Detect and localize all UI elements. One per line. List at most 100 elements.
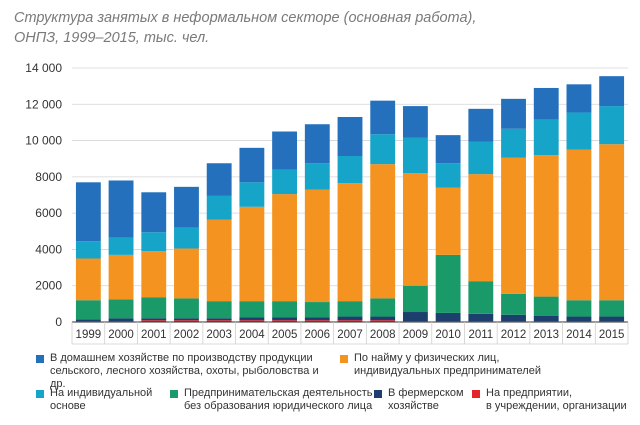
chart-title-line-1: Структура занятых в неформальном секторе… bbox=[14, 10, 477, 26]
bar-segment bbox=[402, 173, 428, 286]
bar-segment bbox=[370, 100, 396, 135]
y-tick-label: 14 000 bbox=[25, 61, 62, 75]
bar-segment bbox=[337, 320, 363, 322]
bar-segment bbox=[304, 163, 330, 190]
bar-segment bbox=[599, 144, 625, 301]
bar-segment bbox=[402, 137, 428, 174]
x-tick-label: 2001 bbox=[141, 329, 167, 341]
bar-segment bbox=[206, 318, 232, 321]
bar-segment bbox=[272, 131, 298, 170]
bar-segment bbox=[239, 320, 265, 322]
y-tick-label: 12 000 bbox=[25, 97, 62, 111]
bar-segment bbox=[272, 169, 298, 195]
bar-segment bbox=[533, 155, 559, 297]
legend-swatch-household bbox=[36, 355, 44, 363]
bar-segment bbox=[239, 147, 265, 183]
bar-segment bbox=[304, 320, 330, 322]
bar-segment bbox=[468, 108, 494, 142]
bar-segment bbox=[174, 298, 199, 319]
x-tick-label: 2003 bbox=[206, 329, 232, 341]
bar-segment bbox=[566, 112, 592, 150]
x-tick-label: 1999 bbox=[76, 329, 102, 341]
legend-label-enterprise: На предприятии, в учреждении, организаци… bbox=[486, 387, 627, 412]
y-tick-label: 10 000 bbox=[25, 134, 62, 148]
bar-segment bbox=[141, 320, 167, 322]
bar-segment bbox=[435, 312, 461, 322]
bar-segment bbox=[141, 318, 167, 321]
bar-segment bbox=[337, 316, 363, 321]
bar-segment bbox=[566, 149, 592, 301]
chart-title: Структура занятых в неформальном секторе… bbox=[14, 8, 476, 48]
bar-segment bbox=[370, 298, 396, 317]
x-tick-label: 2007 bbox=[337, 329, 363, 341]
bar-segment bbox=[108, 299, 134, 319]
bar-segment bbox=[435, 135, 461, 164]
bar-segment bbox=[468, 281, 494, 314]
bar-segment bbox=[599, 76, 625, 107]
legend-item-enterprise: На предприятии, в учреждении, организаци… bbox=[472, 387, 637, 413]
bar-segment bbox=[206, 320, 232, 322]
legend-label-farm: В фермерском хозяйстве bbox=[388, 387, 464, 412]
bar-segment bbox=[566, 300, 592, 317]
legend-label-household: В домашнем хозяйстве по производству про… bbox=[50, 352, 319, 390]
bar-segment bbox=[370, 320, 396, 322]
x-tick-label: 2004 bbox=[239, 329, 265, 341]
x-tick-label: 2009 bbox=[403, 329, 429, 341]
bar-segment bbox=[174, 186, 199, 228]
x-tick-label: 2000 bbox=[108, 329, 134, 341]
bar-segment bbox=[75, 300, 101, 320]
bar-segment bbox=[141, 297, 167, 319]
bar-segment bbox=[435, 254, 461, 313]
bar-segment bbox=[599, 106, 625, 145]
legend-item-household: В домашнем хозяйстве по производству про… bbox=[36, 352, 336, 391]
bar-segment bbox=[402, 312, 428, 322]
x-tick-label: 2012 bbox=[501, 329, 527, 341]
bar-segment bbox=[75, 258, 101, 301]
y-tick-label: 0 bbox=[55, 315, 62, 329]
x-tick-label: 2005 bbox=[272, 329, 298, 341]
bar-segment bbox=[239, 182, 265, 207]
bar-segment bbox=[272, 317, 298, 321]
bar-segment bbox=[533, 315, 559, 322]
bar-segment bbox=[566, 316, 592, 322]
bar-segment bbox=[304, 302, 330, 318]
bar-segment bbox=[272, 301, 298, 318]
legend-label-hired: По найму у физических лиц, индивидуальны… bbox=[354, 352, 541, 377]
bar-segment bbox=[501, 314, 526, 322]
y-tick-label: 6000 bbox=[35, 206, 62, 220]
bar-segment bbox=[337, 116, 363, 156]
bar-segment bbox=[337, 301, 363, 317]
bar-segment bbox=[239, 206, 265, 302]
bar-segment bbox=[239, 317, 265, 321]
bar-segment bbox=[435, 187, 461, 255]
bar-segment bbox=[174, 227, 199, 249]
bar-segment bbox=[402, 285, 428, 313]
bar-segment bbox=[501, 98, 526, 129]
x-tick-label: 2008 bbox=[370, 329, 396, 341]
x-tick-label: 2015 bbox=[599, 329, 625, 341]
legend-item-hired: По найму у физических лиц, индивидуальны… bbox=[340, 352, 630, 378]
bar-segment bbox=[141, 192, 167, 233]
x-tick-label: 2013 bbox=[533, 329, 559, 341]
bar-segment bbox=[206, 163, 232, 196]
bar-segment bbox=[108, 318, 134, 322]
y-tick-label: 8000 bbox=[35, 170, 62, 184]
x-tick-label: 2006 bbox=[304, 329, 330, 341]
bar-segment bbox=[75, 182, 101, 242]
bar-segment bbox=[239, 301, 265, 318]
legend-item-entrepreneur: Предпринимательская деятельность без обр… bbox=[170, 387, 380, 413]
bar-segment bbox=[468, 313, 494, 322]
bar-segment bbox=[533, 87, 559, 120]
x-tick-label: 2002 bbox=[174, 329, 200, 341]
bar-segment bbox=[501, 293, 526, 315]
x-tick-label: 2011 bbox=[468, 329, 493, 341]
bar-segment bbox=[272, 320, 298, 322]
bar-segment bbox=[435, 163, 461, 188]
bar-segment bbox=[533, 296, 559, 316]
bar-segment bbox=[501, 128, 526, 158]
bar-segment bbox=[599, 300, 625, 317]
bar-segment bbox=[370, 134, 396, 165]
bar-segment bbox=[468, 141, 494, 175]
stacked-bar-chart: 0 2000 4000 6000 8000 10 000 12 000 14 000 1999 2… bbox=[25, 61, 629, 345]
bar-segment bbox=[174, 320, 199, 322]
